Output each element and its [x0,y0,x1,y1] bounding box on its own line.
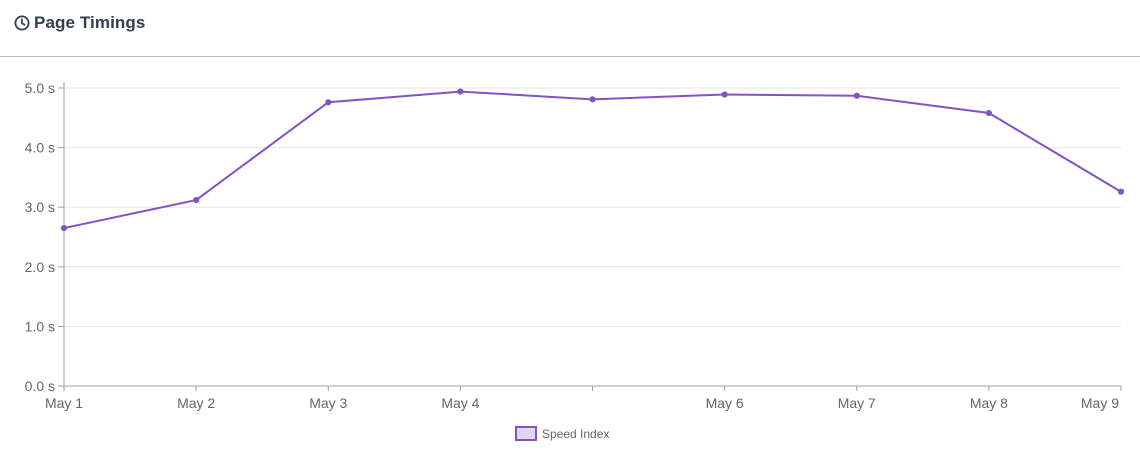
legend-swatch [515,426,537,441]
x-tick-label: May 9 [1081,395,1119,411]
x-axis-ticks: May 1 May 2 May 3 May 4 May 6 May 7 May 8 May 9 [45,386,1122,411]
data-point [853,92,860,99]
speed-index-chart: 0.0 s1.0 s2.0 s3.0 s4.0 s5.0 s May 1 May … [25,80,1125,441]
data-point [193,196,200,204]
y-tick-label: 5.0 s [25,80,55,96]
data-point [60,224,68,232]
x-tick-label: May 3 [309,395,347,411]
clock-icon [14,15,30,31]
legend-label: Speed Index [542,427,609,441]
data-point [325,99,332,106]
y-axis-ticks: 0.0 s 1.0 s 2.0 s 3.0 s 4.0 s 5.0 s [25,80,64,394]
data-point [985,109,992,117]
data-point [457,88,464,95]
chart-series [60,88,1125,232]
page-title: Page Timings [34,13,146,32]
y-tick-label: 0.0 s [25,378,55,394]
data-point [721,91,728,98]
y-tick-label: 1.0 s [25,318,55,334]
chart-grid [64,87,1121,327]
panel-header: Page Timings [0,0,1140,57]
data-point [1117,188,1125,195]
x-tick-label: May 8 [970,395,1008,411]
x-tick-label: May 6 [706,395,744,411]
x-tick-label: May 7 [838,395,876,411]
x-tick-label: May 1 [45,395,83,411]
y-tick-label: 4.0 s [25,140,55,156]
x-tick-label: May 4 [441,395,479,411]
y-tick-label: 3.0 s [25,199,55,215]
chart-legend[interactable]: Speed Index [515,426,609,441]
x-tick-label: May 2 [177,395,215,411]
y-tick-label: 2.0 s [25,259,55,275]
chart-axes [63,82,1121,387]
data-point [589,96,596,103]
